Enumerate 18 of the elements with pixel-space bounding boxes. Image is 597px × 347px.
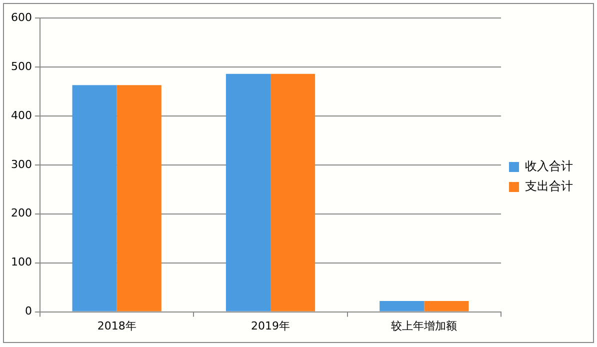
y-tick-label: 300 [10,158,32,171]
x-tick-label: 2019年 [251,319,290,332]
legend-label: 支出合计 [525,179,573,194]
bar [424,301,469,312]
y-tick-label: 100 [10,256,32,269]
bar [116,85,162,312]
bar [226,74,270,312]
bar [380,301,424,312]
y-tick-label: 500 [10,60,32,73]
y-tick-label: 400 [10,108,32,122]
legend-label: 收入合计 [525,159,573,174]
bar [270,74,316,312]
x-tick-label: 2018年 [97,319,136,332]
y-tick-label: 600 [10,10,32,24]
y-tick-label: 200 [10,206,32,220]
bar [72,85,117,312]
y-tick-label: 0 [24,304,32,318]
x-tick-label: 较上年增加额 [391,319,458,332]
